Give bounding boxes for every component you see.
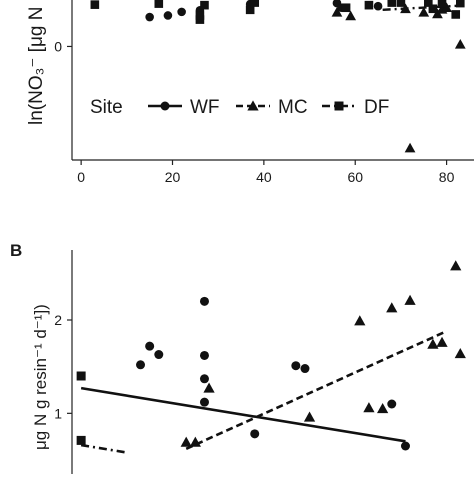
panel-a-point-mc [418,7,430,17]
panel-b: B μg N g resin⁻¹ d⁻¹]) 12 [10,241,466,474]
panel-b-y-tick-label: 2 [54,312,62,328]
panel-a-point-df [200,0,209,10]
panel-a-x-tick-label: 40 [256,169,272,185]
panel-b-point-wf [136,360,146,370]
panel-b-point-wf [145,341,155,351]
panel-a-point-mc [404,142,416,153]
panel-a-background [72,0,474,160]
panel-a-point-df [250,0,260,7]
panel-b-point-mc [404,294,416,305]
panel-b-point-mc [454,347,466,359]
panel-b-label: B [10,241,22,260]
panel-a-x-tick-label: 0 [77,169,85,185]
panel-a-point-df [245,5,255,15]
panel-b-point-wf [250,429,260,439]
legend-label-df: DF [364,97,389,118]
panel-b-point-df [76,435,86,445]
panel-a-point-df [90,0,100,9]
panel-a-point-df [424,0,433,7]
panel-a-y-tick-label: 0 [54,38,62,54]
panel-a-x-tick-label: 60 [347,169,363,185]
panel-b-y-tick-label: 1 [54,405,62,421]
panel-b-point-mc [377,403,389,414]
panel-a-point-mc [441,2,452,13]
panel-b-point-wf [291,361,301,371]
panel-a-x-tick-label: 20 [165,169,181,185]
panel-a-point-mc [400,3,411,14]
panel-b-point-mc [386,302,398,313]
panel-b-fit-line-mc [185,330,448,450]
legend-key-marker-wf [160,101,170,111]
panel-b-point-mc [427,338,439,349]
panel-b-point-mc [450,260,462,271]
legend-label-mc: MC [278,97,308,118]
panel-b-point-mc [363,402,375,413]
panel-b-point-mc [436,336,448,347]
panel-a-point-mc [345,10,357,21]
panel-b-point-mc [354,315,366,326]
panel-b-y-axis-label: μg N g resin⁻¹ d⁻¹]) [31,304,50,450]
legend-title: Site [90,97,123,118]
panel-a-point-df [364,0,374,10]
panel-a-plot-area: 0 20 40 60 80 0 [54,0,474,185]
panel-b-point-mc [303,411,316,422]
panel-a-point-wf [373,1,383,11]
panel-a-point-df [387,0,397,7]
panel-b-point-wf [199,350,209,360]
panel-a-point-df [428,4,438,14]
panel-a-point-wf [163,11,173,20]
panel-a-legend: Site WF MC DF [90,97,389,118]
panel-b-point-df [76,371,86,381]
panel-a: ln(NO₃⁻ [μg N 0 20 40 60 80 0 Site WF MC DF [26,0,474,185]
panel-a-y-axis-label: ln(NO₃⁻ [μg N [26,7,47,125]
panel-a-point-df [437,0,447,8]
panel-a-point-wf [145,12,154,22]
panel-a-point-wf [177,7,186,17]
legend-label-wf: WF [190,97,220,118]
panel-a-point-mc [454,39,466,49]
legend-items: WF MC DF [148,97,389,118]
panel-b-point-wf [300,364,310,374]
legend-key-marker-mc [247,100,259,111]
panel-b-point-mc [189,436,201,447]
legend-key-marker-df [334,101,344,111]
panel-a-point-df [451,10,461,19]
panel-b-point-wf [154,350,164,360]
panel-b-point-mc [180,436,192,447]
panel-a-point-df [455,0,465,8]
panel-b-fit-line-df [80,443,128,454]
panel-b-point-mc [203,382,215,393]
panel-b-point-wf [199,397,209,407]
panel-b-point-wf [199,374,209,384]
panel-b-fit-line-wf [80,386,406,443]
panel-a-point-df [341,3,351,13]
panel-a-point-df [396,0,406,7]
panel-b-plot-area: 12 [54,250,466,474]
panel-b-point-wf [199,296,209,306]
panel-a-x-tick-label: 80 [439,169,455,185]
panel-a-point-df [195,11,205,20]
panel-a-fit-line-df [382,4,461,12]
panel-a-point-mc [331,7,343,17]
panel-b-point-wf [387,399,397,409]
panel-b-point-wf [400,441,410,451]
panel-a-point-df [154,0,164,8]
